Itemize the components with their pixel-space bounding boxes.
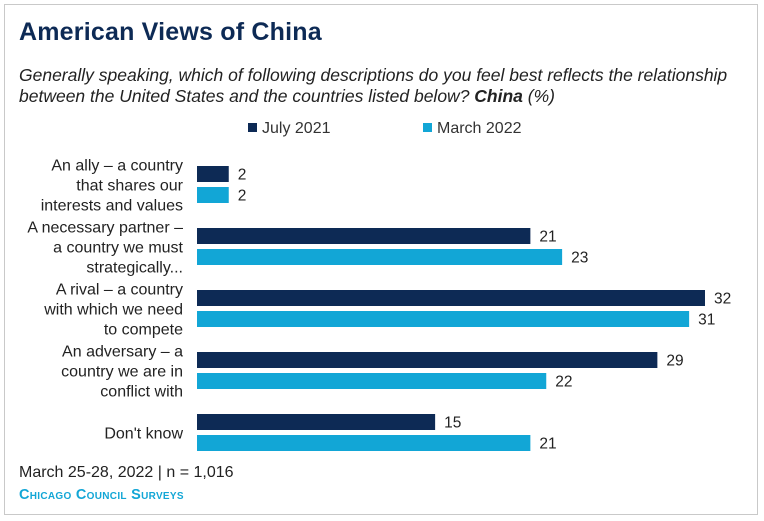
category-label-0-line-0: An ally – a country xyxy=(51,158,183,175)
bar-0-series-1 xyxy=(197,187,229,203)
survey-note: March 25-28, 2022 | n = 1,016 xyxy=(19,464,234,481)
bar-value-label-2-series-0: 32 xyxy=(714,291,731,308)
bar-value-label-0-series-1: 2 xyxy=(238,188,247,205)
bar-value-label-4-series-1: 21 xyxy=(539,436,556,453)
category-label-1-line-1: a country we must xyxy=(53,240,183,257)
bar-value-label-1-series-1: 23 xyxy=(571,250,588,267)
category-label-1-line-0: A necessary partner – xyxy=(27,220,183,237)
bar-value-label-0-series-0: 2 xyxy=(238,167,247,184)
bar-value-label-4-series-0: 15 xyxy=(444,415,461,432)
category-label-0-line-2: interests and values xyxy=(41,198,183,215)
bar-value-label-2-series-1: 31 xyxy=(698,312,715,329)
bar-1-series-1 xyxy=(197,249,563,265)
bar-1-series-0 xyxy=(197,228,531,244)
subtitle-unit: (%) xyxy=(522,86,555,106)
category-label-2-line-2: to compete xyxy=(104,322,183,339)
subtitle-text: Generally speaking, which of following d… xyxy=(19,65,728,106)
brand-logo-text: Chicago Council Surveys xyxy=(19,487,184,503)
chart-frame xyxy=(4,4,758,515)
category-label-3-line-2: conflict with xyxy=(100,384,183,401)
chart-subtitle: Generally speaking, which of following d… xyxy=(19,65,749,107)
bar-0-series-0 xyxy=(197,166,229,182)
bar-value-label-1-series-0: 21 xyxy=(539,229,556,246)
legend-swatch-july-2021 xyxy=(248,123,257,132)
legend-item-july-2021: July 2021 xyxy=(248,120,331,138)
subtitle-country: China xyxy=(474,86,523,106)
bar-3-series-1 xyxy=(197,373,547,389)
legend-label-march-2022: March 2022 xyxy=(437,120,522,137)
category-label-3-line-0: An adversary – a xyxy=(62,344,183,361)
legend-item-march-2022: March 2022 xyxy=(423,120,522,138)
category-label-2-line-1: with which we need xyxy=(43,302,183,319)
bar-value-label-3-series-1: 22 xyxy=(555,374,572,391)
category-label-3-line-1: country we are in xyxy=(61,364,183,381)
legend-label-july-2021: July 2021 xyxy=(262,120,331,137)
legend-swatch-march-2022 xyxy=(423,123,432,132)
category-label-4-line-0: Don't know xyxy=(104,426,183,443)
bar-2-series-0 xyxy=(197,290,705,306)
bar-value-label-3-series-0: 29 xyxy=(666,353,683,370)
chart-title: American Views of China xyxy=(19,18,322,46)
bar-4-series-0 xyxy=(197,414,436,430)
category-label-1-line-2: strategically... xyxy=(86,260,183,277)
category-label-0-line-1: that shares our xyxy=(76,178,183,195)
category-label-2-line-0: A rival – a country xyxy=(56,282,183,299)
bar-3-series-0 xyxy=(197,352,658,368)
bar-4-series-1 xyxy=(197,435,531,451)
bar-2-series-1 xyxy=(197,311,690,327)
